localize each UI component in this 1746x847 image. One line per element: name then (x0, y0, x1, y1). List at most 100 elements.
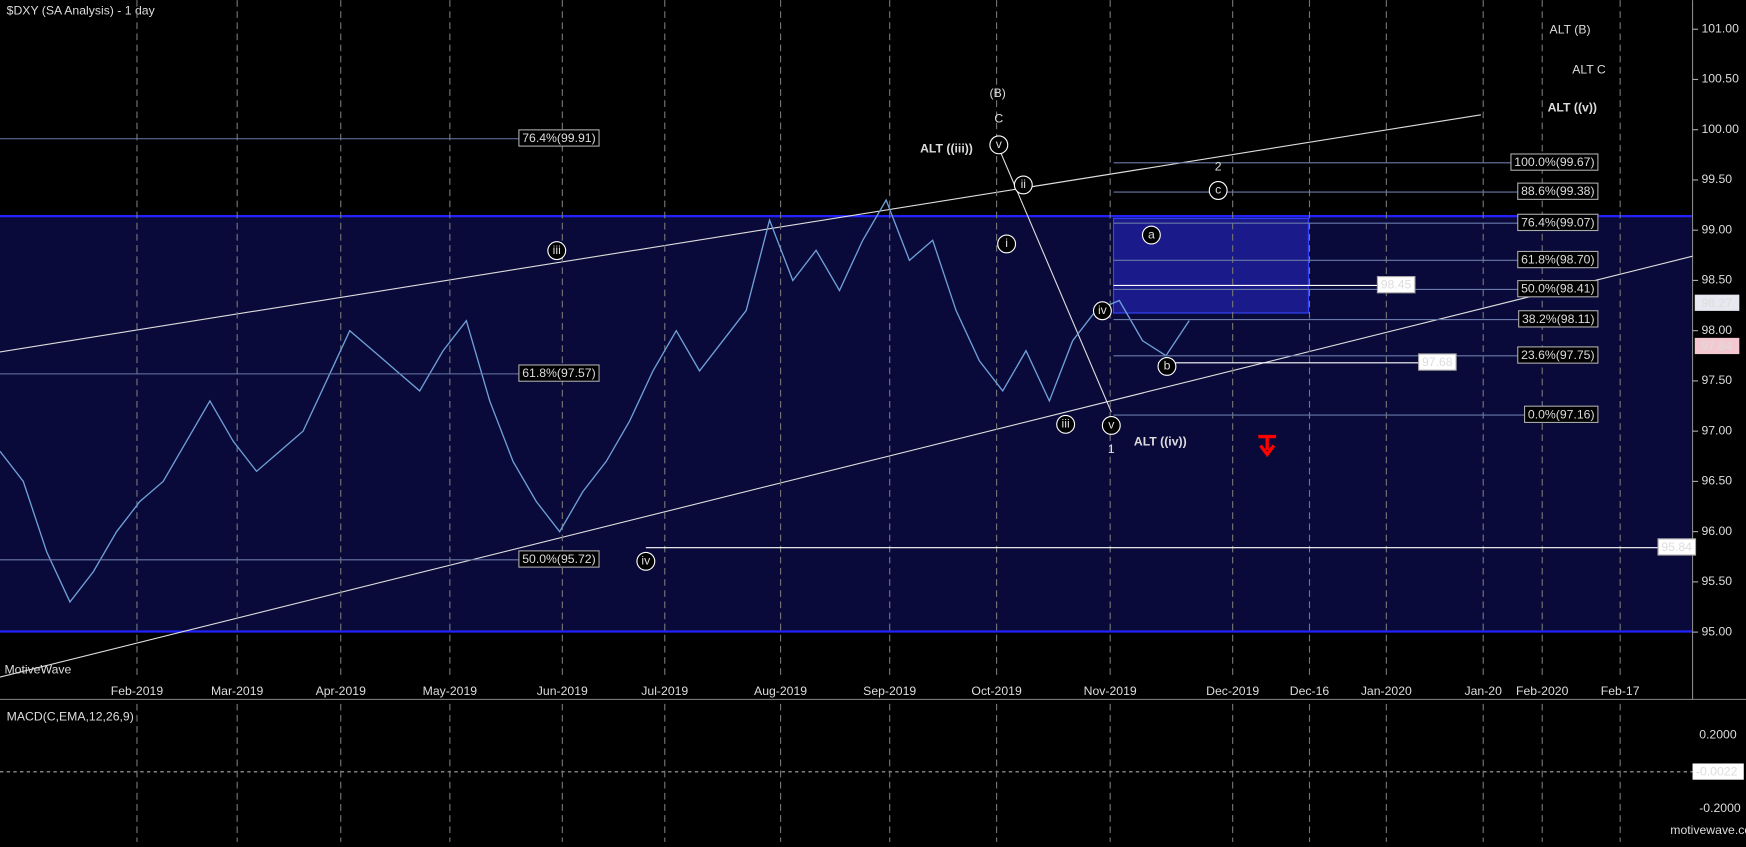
x-tick-label: Jun-2019 (537, 684, 588, 698)
fib-label: 61.8%(97.57) (522, 366, 595, 380)
wave-label: iii (1062, 417, 1070, 431)
wave-label: (B) (990, 86, 1006, 100)
trend-lower (0, 255, 1693, 678)
wave-label: iv (1098, 303, 1108, 317)
macd-current: -0.0022 (1696, 765, 1738, 779)
wave-label: a (1148, 227, 1155, 241)
wave-label: ALT (B) (1550, 22, 1591, 36)
fib-label: 100.0%(99.67) (1514, 155, 1594, 169)
fib-label: 50.0%(98.41) (1521, 282, 1594, 296)
x-tick-label: Feb-17 (1601, 684, 1640, 698)
wave-label: ALT ((v)) (1548, 100, 1597, 114)
fib-label-box (1517, 213, 1599, 232)
fib-label: 50.0%(95.72) (522, 552, 595, 566)
current-box (1694, 294, 1740, 311)
x-tick-label: Feb-2019 (111, 684, 164, 698)
down-arrow (1258, 434, 1277, 458)
price-box: 95.84 (1661, 540, 1692, 554)
y-tick-label: 100.00 (1701, 122, 1739, 136)
wave-circle (989, 135, 1009, 155)
y-tick-label: 97.00 (1701, 423, 1732, 437)
wave-circle (636, 551, 656, 571)
wave-label: b (1164, 359, 1171, 373)
x-tick-label: May-2019 (423, 684, 478, 698)
wave-label: ALT C (1572, 62, 1606, 76)
wave-label: c (1215, 183, 1221, 197)
y-tick-label: 95.00 (1701, 624, 1732, 638)
y-tick-label: 100.50 (1701, 72, 1739, 86)
fib-label-box (1517, 250, 1599, 269)
price-box-box (1418, 353, 1457, 371)
wave-circle (1013, 175, 1033, 195)
fib-label: 38.2%(98.11) (1522, 312, 1595, 326)
wave-circle (1141, 225, 1161, 245)
fib-label: 0.0%(97.16) (1528, 407, 1595, 421)
x-tick-label: Nov-2019 (1084, 684, 1137, 698)
y-tick-label: 99.50 (1701, 172, 1732, 186)
y-tick-label: 96.00 (1701, 524, 1732, 538)
wave-label: iii (553, 243, 561, 257)
macd-tick-label: 0.2000 (1699, 727, 1737, 741)
wave-label: C (994, 111, 1003, 125)
wave-label: 2 (1215, 159, 1222, 173)
fib-label-box (518, 129, 600, 147)
wave-label: ii (1021, 177, 1026, 191)
wave-circle (547, 241, 567, 261)
wave-circle (1157, 356, 1177, 376)
x-tick-label: Jan-20 (1464, 684, 1502, 698)
chart-title: $DXY (SA Analysis) - 1 day (7, 3, 156, 17)
fib-label-box (1510, 153, 1599, 171)
x-tick-label: Jul-2019 (641, 684, 688, 698)
wave-label: v (996, 137, 1003, 151)
price-box: 97.68 (1422, 355, 1453, 369)
wave-label: 1 (1108, 442, 1115, 456)
x-tick-label: Dec-2019 (1206, 684, 1259, 698)
y-tick-label: 97.50 (1701, 373, 1732, 387)
x-tick-label: Oct-2019 (971, 684, 1022, 698)
x-tick-label: Aug-2019 (754, 684, 807, 698)
x-tick-label: Dec-16 (1290, 684, 1330, 698)
price-box: 98.45 (1381, 278, 1412, 292)
y-tick-label: 99.00 (1701, 222, 1732, 236)
wave-circle (1208, 181, 1228, 200)
blue-zone (0, 216, 1693, 632)
x-tick-label: Mar-2019 (211, 684, 264, 698)
x-tick-label: Jan-2020 (1361, 684, 1412, 698)
fib-label-box (518, 364, 600, 382)
price-box-box (1657, 538, 1697, 556)
fib-label-box (1517, 280, 1599, 298)
y-tick-label: 101.00 (1701, 21, 1739, 35)
trend-upper (0, 114, 1482, 353)
wave-label: i (1005, 236, 1008, 250)
fib-label-box (1517, 182, 1599, 200)
fib-label: 23.6%(97.75) (1521, 348, 1594, 362)
macd-tick-label: -0.2000 (1699, 801, 1741, 815)
site: motivewave.com (1670, 823, 1746, 837)
wave-label: ALT ((iii)) (920, 142, 973, 156)
x-tick-label: Apr-2019 (316, 684, 367, 698)
macd-title: MACD(C,EMA,12,26,9) (7, 709, 134, 723)
y-tick-label: 96.50 (1701, 474, 1732, 488)
y-tick-label: 98.00 (1701, 323, 1732, 337)
current-box (1694, 337, 1740, 355)
fib-label-box (1524, 405, 1599, 423)
fib-label: 76.4%(99.07) (1521, 215, 1594, 229)
macd-current-box (1692, 763, 1744, 780)
current-price: 98.27 (1701, 296, 1732, 310)
wave-label: iv (641, 554, 651, 568)
fib-label-box (1517, 346, 1599, 364)
fib-label-box (1518, 310, 1599, 328)
wave-circle (997, 234, 1017, 254)
x-tick-label: Feb-2020 (1516, 684, 1569, 698)
wave-circle (1092, 301, 1112, 321)
x-tick-label: Sep-2019 (863, 684, 916, 698)
fib-label: 76.4%(99.91) (522, 131, 595, 145)
y-tick-label: 95.50 (1701, 574, 1732, 588)
wave-label: v (1108, 418, 1115, 432)
wave-circle (1101, 415, 1121, 435)
current-price: 97.84 (1701, 339, 1732, 353)
fib-label-box (518, 550, 600, 568)
price-line (0, 198, 1190, 604)
fib-label: 88.6%(99.38) (1521, 184, 1594, 198)
